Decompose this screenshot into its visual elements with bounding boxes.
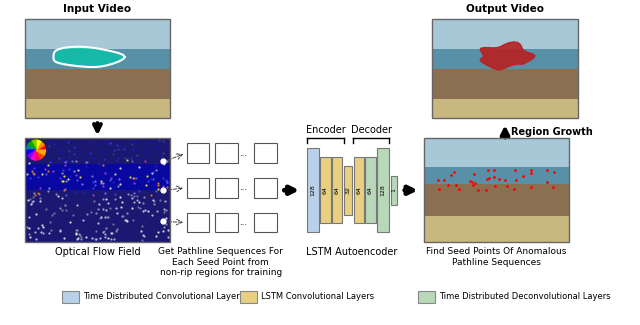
Bar [390, 176, 397, 205]
Bar [215, 178, 237, 198]
Text: ...: ... [239, 183, 247, 192]
Wedge shape [36, 140, 41, 150]
Text: 64: 64 [356, 186, 362, 194]
Bar [365, 157, 376, 223]
Bar [377, 148, 389, 232]
Text: Input Video: Input Video [63, 4, 131, 14]
Wedge shape [36, 150, 41, 160]
Bar [254, 213, 277, 232]
Text: 128: 128 [381, 184, 386, 196]
Bar [254, 143, 277, 163]
Text: Time Distributed Convolutional Layers: Time Distributed Convolutional Layers [83, 292, 244, 301]
Wedge shape [28, 150, 36, 159]
Text: Get Pathline Sequences For
Each Seed Point from
non-rip regions for training: Get Pathline Sequences For Each Seed Poi… [158, 247, 283, 277]
Text: 64: 64 [368, 186, 373, 194]
Wedge shape [36, 150, 45, 155]
Bar [321, 157, 331, 223]
Bar [25, 19, 170, 118]
Wedge shape [31, 140, 36, 150]
Text: Find Seed Points Of Anomalous
Pathline Sequences: Find Seed Points Of Anomalous Pathline S… [426, 247, 566, 267]
Bar [332, 157, 342, 223]
Bar [187, 213, 209, 232]
Bar [433, 64, 578, 98]
Bar [424, 180, 569, 216]
Wedge shape [36, 150, 44, 159]
Bar [215, 143, 237, 163]
Bar [433, 19, 578, 118]
Bar [25, 49, 170, 69]
Wedge shape [31, 150, 36, 160]
Wedge shape [36, 145, 45, 150]
Wedge shape [28, 141, 36, 150]
Bar [433, 98, 578, 118]
Wedge shape [36, 141, 44, 150]
Bar [25, 64, 170, 98]
Bar [62, 291, 79, 303]
Bar [354, 157, 364, 223]
Bar [424, 138, 569, 180]
Bar [25, 164, 170, 190]
Text: Time Distributed Deconvolutional Layers: Time Distributed Deconvolutional Layers [439, 292, 611, 301]
Bar [424, 216, 569, 242]
Bar [187, 178, 209, 198]
Bar [424, 167, 569, 184]
Text: 64: 64 [323, 186, 328, 194]
Wedge shape [27, 150, 36, 155]
Bar [241, 291, 257, 303]
Text: LSTM Autoencoder: LSTM Autoencoder [307, 247, 397, 257]
Text: LSTM Convolutional Layers: LSTM Convolutional Layers [261, 292, 374, 301]
Bar [254, 178, 277, 198]
Polygon shape [54, 47, 125, 67]
Bar [433, 49, 578, 69]
Text: Optical Flow Field: Optical Flow Field [54, 247, 140, 257]
Text: 1: 1 [392, 188, 397, 192]
Text: Decoder: Decoder [351, 125, 392, 135]
Bar [344, 166, 352, 215]
Bar [25, 19, 170, 64]
Bar [424, 138, 569, 242]
Text: 32: 32 [346, 186, 351, 194]
Bar [25, 98, 170, 118]
Bar [433, 19, 578, 64]
Bar [25, 138, 170, 242]
Bar [25, 138, 170, 242]
Text: Output Video: Output Video [466, 4, 544, 14]
Text: ...: ... [239, 218, 247, 227]
Text: ...: ... [239, 149, 247, 158]
Polygon shape [480, 42, 535, 70]
Bar [419, 291, 435, 303]
Bar [307, 148, 319, 232]
Text: Encoder: Encoder [306, 125, 346, 135]
Wedge shape [27, 145, 36, 150]
Bar [187, 143, 209, 163]
Bar [215, 213, 237, 232]
Text: 128: 128 [310, 184, 316, 196]
Text: 64: 64 [335, 186, 340, 194]
Text: Region Growth: Region Growth [511, 127, 593, 137]
